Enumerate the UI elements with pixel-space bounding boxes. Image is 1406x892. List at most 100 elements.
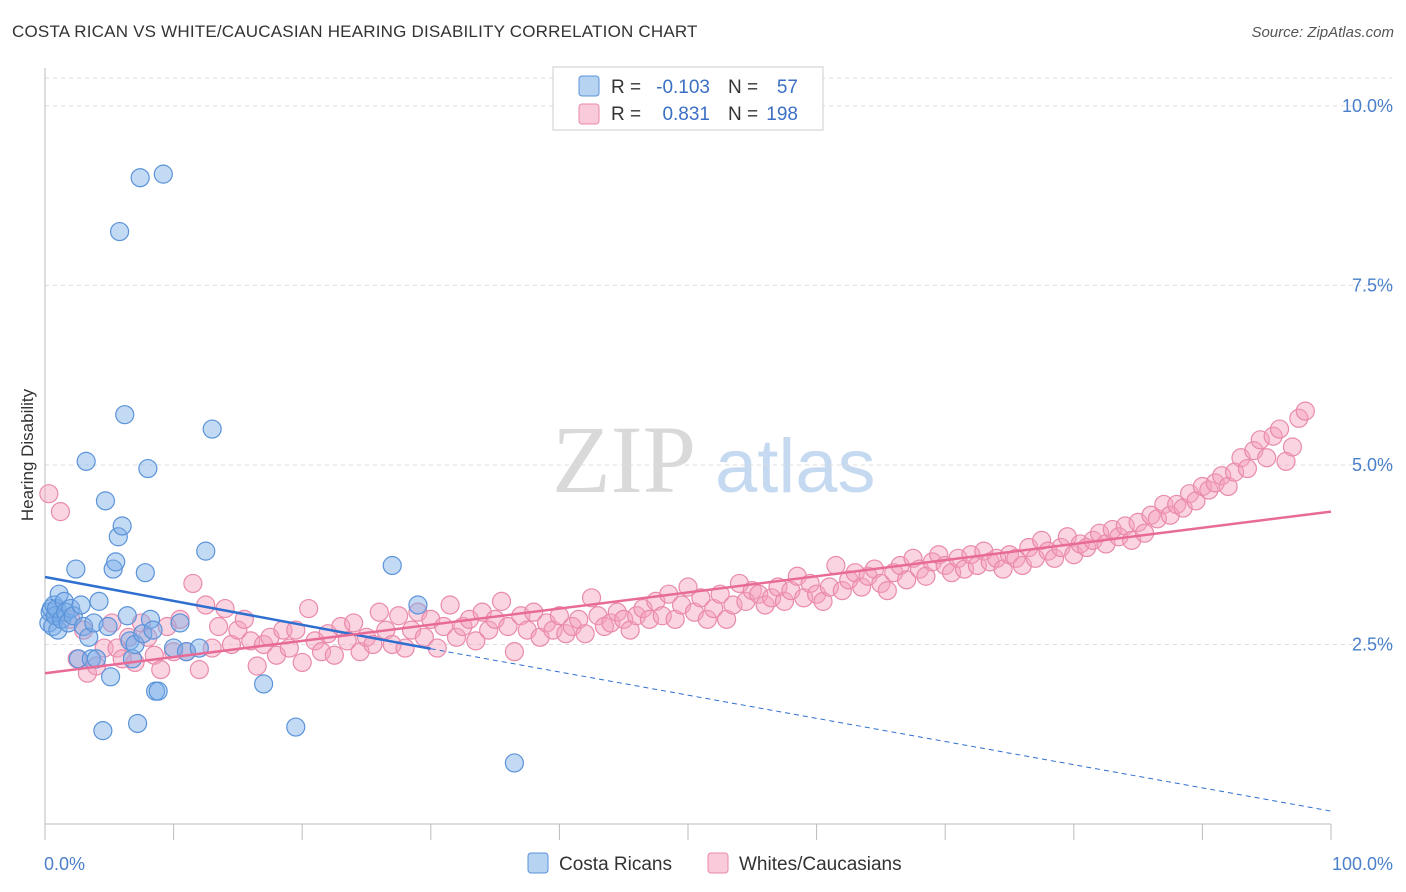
y-tick-label-2: 7.5% bbox=[1352, 275, 1393, 295]
whites-point-155 bbox=[1044, 548, 1065, 568]
y-axis-label: Hearing Disability bbox=[18, 388, 37, 521]
whites-point-135 bbox=[916, 566, 936, 586]
whites-point-25 bbox=[209, 616, 229, 637]
whites-point-113 bbox=[774, 591, 795, 611]
series-costa-points bbox=[39, 164, 524, 773]
stats-r-value-costa: -0.103 bbox=[656, 77, 710, 98]
costa-point-31 bbox=[108, 527, 128, 547]
whites-point-69 bbox=[491, 591, 512, 611]
whites-point-170 bbox=[1141, 505, 1161, 525]
whites-point-125 bbox=[852, 577, 872, 597]
legend-swatch-whites bbox=[707, 852, 729, 874]
whites-point-104 bbox=[716, 609, 737, 629]
costa-point-20 bbox=[79, 627, 99, 647]
costa-point-34 bbox=[115, 405, 135, 425]
costa-point-50 bbox=[170, 613, 190, 633]
costa-point-22 bbox=[84, 613, 104, 633]
costa-trend-extension bbox=[430, 648, 1332, 812]
whites-point-147 bbox=[993, 559, 1013, 579]
costa-point-43 bbox=[138, 458, 158, 479]
whites-point-65 bbox=[466, 631, 486, 651]
y-tick-label-3: 10.0% bbox=[1342, 96, 1393, 116]
whites-point-31 bbox=[247, 656, 267, 676]
stats-r-label-costa: R = bbox=[611, 77, 641, 98]
whites-point-53 bbox=[389, 606, 409, 626]
whites-point-174 bbox=[1167, 494, 1187, 515]
costa-point-25 bbox=[93, 721, 113, 741]
whites-point-21 bbox=[183, 573, 203, 594]
whites-point-78 bbox=[549, 606, 570, 626]
whites-point-0 bbox=[39, 484, 59, 504]
whites-point-43 bbox=[324, 645, 344, 665]
whites-point-110 bbox=[755, 595, 775, 615]
costa-point-57 bbox=[382, 555, 402, 576]
costa-point-56 bbox=[286, 717, 306, 737]
whites-point-101 bbox=[697, 609, 717, 629]
costa-point-13 bbox=[61, 598, 81, 619]
whites-point-117 bbox=[800, 573, 820, 594]
stats-n-value-whites: 198 bbox=[766, 104, 798, 125]
whites-point-192 bbox=[1282, 437, 1303, 457]
stats-n-label-costa: N = bbox=[728, 77, 758, 98]
whites-point-57 bbox=[414, 627, 434, 647]
y-tick-label-0: 2.5% bbox=[1352, 634, 1393, 654]
stats-r-value-whites: 0.831 bbox=[662, 104, 710, 125]
axes bbox=[44, 68, 1332, 840]
series-legend: Costa Ricans Whites/Caucasians bbox=[527, 852, 902, 875]
whites-point-70 bbox=[498, 616, 518, 637]
costa-point-39 bbox=[127, 713, 148, 734]
x-tick-label-1: 100.0% bbox=[1332, 854, 1393, 874]
whites-point-50 bbox=[369, 602, 389, 622]
whites-point-89 bbox=[620, 620, 640, 640]
stats-r-label-whites: R = bbox=[611, 104, 641, 125]
whites-point-39 bbox=[299, 598, 319, 619]
stats-legend: R = -0.103 N = 57 R = 0.831 N = 198 bbox=[552, 66, 824, 131]
costa-trend-line bbox=[44, 575, 432, 651]
costa-point-7 bbox=[48, 620, 68, 640]
whites-point-82 bbox=[575, 624, 595, 644]
whites-point-28 bbox=[228, 620, 248, 640]
whites-point-122 bbox=[832, 581, 852, 601]
trend-lines bbox=[44, 510, 1332, 812]
whites-point-81 bbox=[569, 609, 589, 629]
costa-point-17 bbox=[71, 595, 91, 615]
costa-point-54 bbox=[202, 419, 222, 439]
costa-point-26 bbox=[95, 491, 116, 511]
whites-point-62 bbox=[446, 627, 467, 647]
stats-swatch-whites bbox=[578, 103, 600, 125]
whites-point-188 bbox=[1257, 448, 1277, 468]
whites-point-96 bbox=[665, 609, 685, 629]
costa-point-28 bbox=[100, 667, 121, 687]
grid-lines bbox=[45, 77, 1392, 645]
costa-point-35 bbox=[117, 606, 137, 626]
legend-label-costa: Costa Ricans bbox=[559, 854, 672, 875]
costa-point-27 bbox=[98, 616, 118, 637]
whites-trend-line bbox=[44, 510, 1332, 675]
whites-point-79 bbox=[556, 624, 576, 644]
whites-point-153 bbox=[1032, 530, 1052, 550]
costa-point-42 bbox=[135, 563, 155, 583]
whites-point-83 bbox=[581, 588, 602, 608]
whites-point-61 bbox=[440, 595, 460, 615]
whites-point-149 bbox=[1006, 548, 1026, 568]
stats-swatch-costa bbox=[578, 75, 600, 97]
whites-point-189 bbox=[1263, 426, 1283, 446]
costa-point-38 bbox=[125, 634, 145, 655]
costa-point-15 bbox=[66, 559, 86, 579]
whites-point-71 bbox=[504, 642, 524, 662]
whites-point-100 bbox=[691, 588, 711, 608]
whites-point-119 bbox=[813, 591, 833, 611]
whites-point-190 bbox=[1269, 419, 1290, 439]
costa-point-47 bbox=[148, 681, 168, 701]
costa-point-45 bbox=[143, 620, 163, 640]
costa-point-48 bbox=[153, 164, 173, 184]
whites-point-67 bbox=[479, 620, 499, 640]
watermark-atlas: atlas bbox=[715, 424, 876, 509]
x-tick-label-0: 0.0% bbox=[44, 854, 85, 874]
whites-point-102 bbox=[704, 598, 724, 619]
whites-point-128 bbox=[871, 573, 891, 594]
whites-point-191 bbox=[1276, 451, 1296, 471]
whites-point-185 bbox=[1237, 458, 1258, 479]
costa-point-58 bbox=[408, 595, 428, 615]
